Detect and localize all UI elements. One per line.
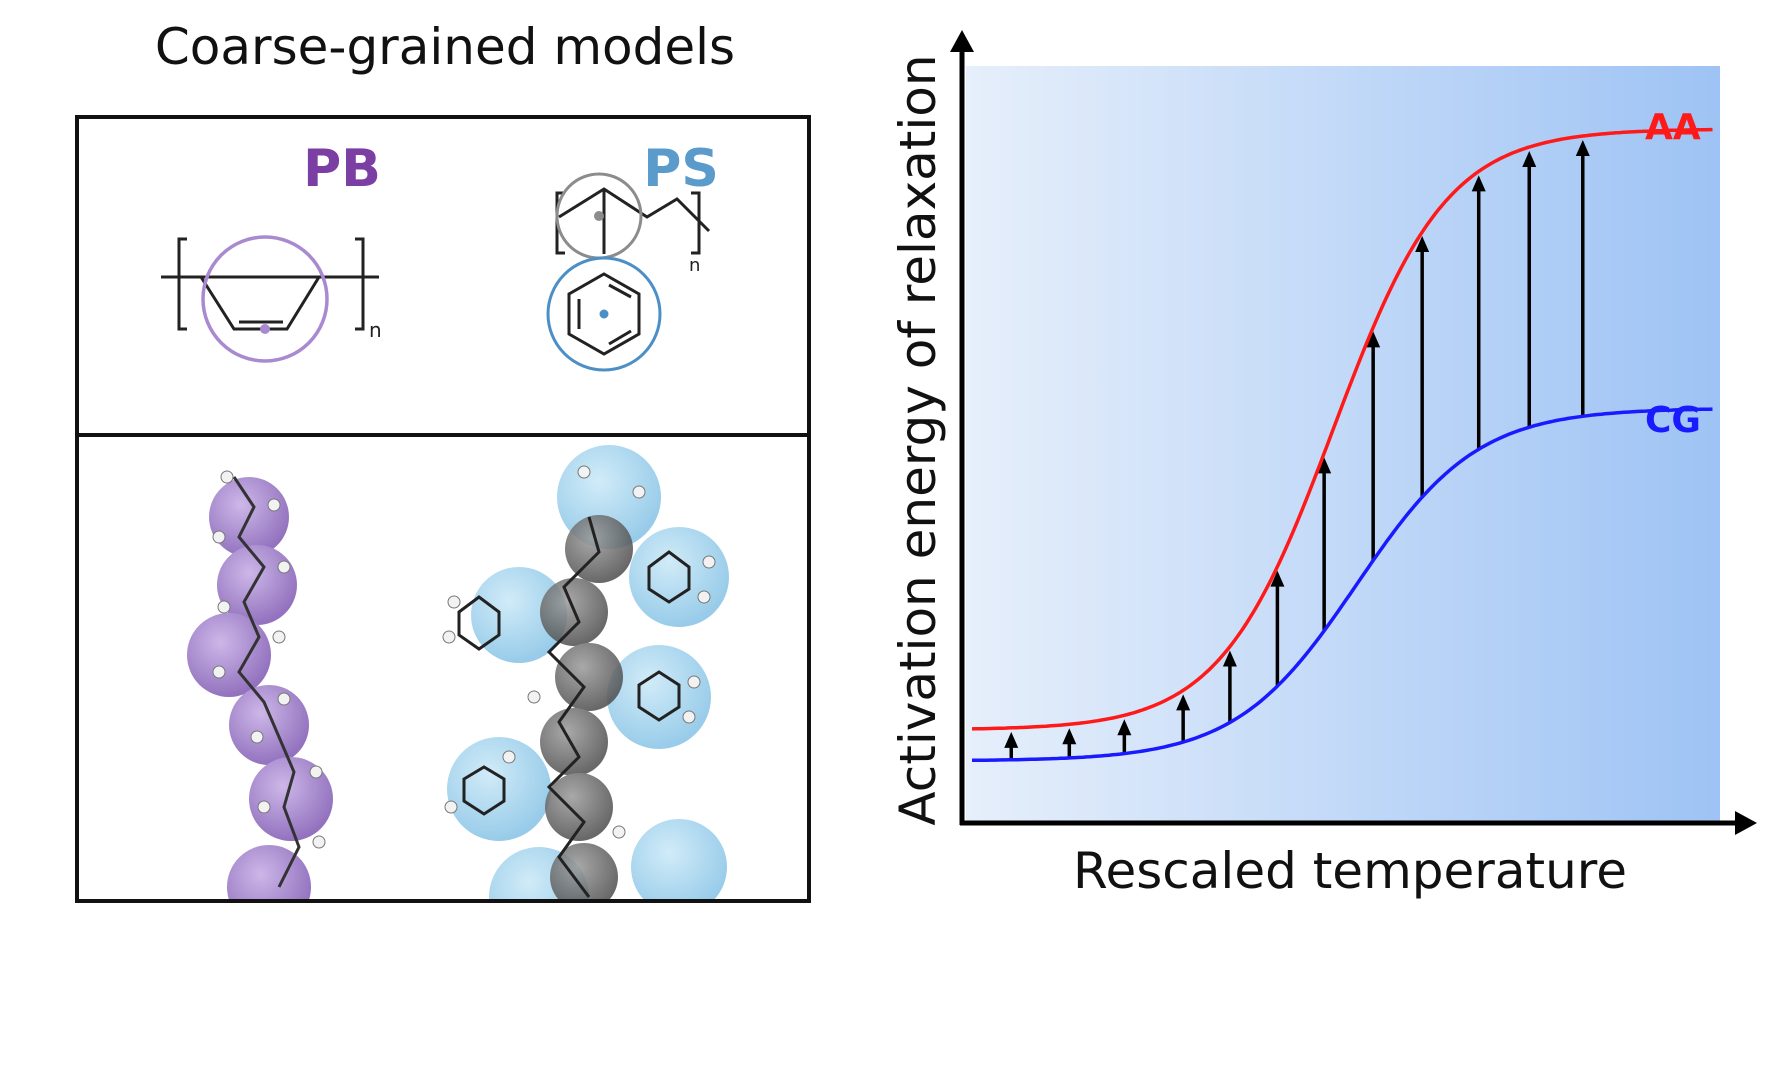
difference-arrowhead-8	[1366, 331, 1381, 348]
difference-arrowhead-3	[1117, 719, 1132, 736]
pb-label: PB	[303, 139, 381, 199]
x-axis-label: Rescaled temperature	[1072, 842, 1627, 900]
y-axis-arrowhead	[950, 30, 974, 52]
structure-drawings: n n	[161, 172, 711, 372]
pb-atoms	[232, 476, 301, 888]
difference-arrowhead-2	[1062, 728, 1077, 745]
difference-arrowhead-10	[1471, 175, 1486, 192]
difference-arrowhead-11	[1522, 151, 1537, 168]
difference-arrows	[1004, 140, 1590, 760]
difference-arrowhead-12	[1575, 140, 1590, 157]
ps-subscript: n	[689, 255, 700, 276]
aa-curve	[971, 127, 1713, 731]
ps-backbone-bead-center	[594, 211, 604, 221]
ps-structure	[555, 187, 711, 356]
plot-area-background	[966, 66, 1720, 823]
structure-panel: PB PS n n	[75, 115, 811, 437]
difference-arrowhead-7	[1317, 457, 1332, 474]
difference-arrowhead-6	[1270, 570, 1285, 587]
ps-atoms	[457, 516, 691, 898]
series-label-cg: CG	[1645, 400, 1701, 441]
cg-curve	[972, 407, 1713, 763]
pb-bead-center	[260, 324, 270, 334]
series-label-aa: AA	[1645, 107, 1701, 148]
difference-arrowhead-4	[1176, 694, 1191, 711]
ps-hydrogens	[442, 465, 716, 839]
difference-arrowhead-5	[1222, 650, 1237, 667]
pb-hydrogens	[212, 470, 326, 849]
difference-arrowhead-1	[1004, 731, 1019, 748]
ps-phenyl-bead-outline	[546, 256, 662, 372]
bead-model-render	[187, 445, 729, 899]
models-title: Coarse-grained models	[154, 18, 736, 76]
pb-subscript: n	[369, 318, 382, 342]
ps-label: PS	[643, 139, 719, 199]
ps-phenyl-bead-center	[599, 309, 609, 319]
y-axis-label: Activation energy of relaxation	[889, 54, 947, 826]
bead-model-panel	[75, 433, 811, 903]
x-axis-arrowhead	[1735, 811, 1757, 835]
difference-arrowhead-9	[1415, 236, 1430, 253]
pb-bead-outline	[201, 235, 329, 363]
pb-bead-chain	[187, 477, 333, 899]
